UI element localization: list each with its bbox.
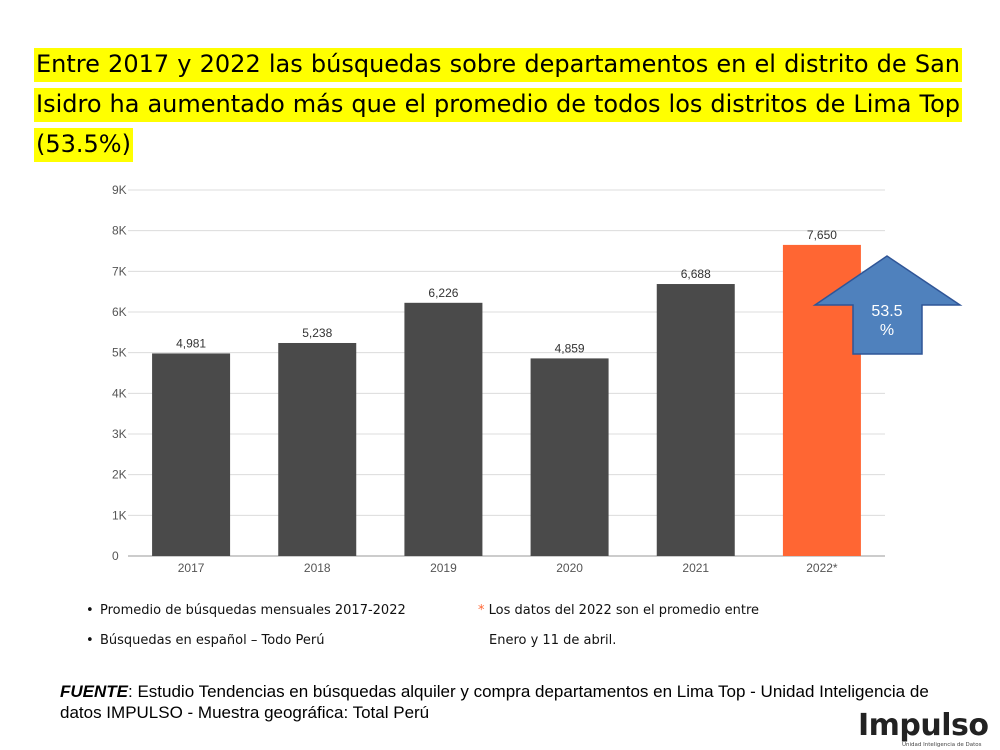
note-item-1-text: Promedio de búsquedas mensuales 2017-202… (100, 603, 406, 618)
x-tick-label: 2020 (556, 561, 583, 575)
source-label: FUENTE (60, 682, 128, 701)
y-tick-label: 3K (112, 427, 127, 441)
x-tick-label: 2021 (682, 561, 709, 575)
data-label: 4,981 (176, 336, 206, 350)
data-label: 6,226 (428, 286, 458, 300)
bar (656, 284, 735, 556)
y-tick-label: 1K (112, 508, 127, 522)
data-label: 4,859 (555, 341, 585, 355)
bar (404, 302, 483, 556)
source-text: : Estudio Tendencias en búsquedas alquil… (60, 682, 929, 722)
footnote-line-2: Enero y 11 de abril. (489, 633, 616, 648)
x-tick-label: 2019 (430, 561, 457, 575)
bar-chart: 0 1K 2K 3K 4K 5K 6K 7K 8K 9K 4,981 2017 5,238 2018 6,2… (112, 183, 963, 575)
bar (278, 342, 357, 556)
y-tick-label: 8K (112, 224, 127, 238)
logo-tagline: Unidad Inteligencia de Datos (902, 742, 982, 748)
annotation-text-line-2: % (880, 322, 894, 339)
data-label: 5,238 (302, 326, 332, 340)
annotation-text-line-1: 53.5 (871, 303, 902, 320)
y-tick-label: 5K (112, 346, 127, 360)
data-label: 6,688 (681, 267, 711, 281)
headline: Entre 2017 y 2022 las búsquedas sobre de… (34, 44, 962, 164)
annotation-up-arrow (812, 255, 963, 355)
y-tick-label: 7K (112, 264, 127, 278)
bar (152, 353, 231, 556)
source-citation: FUENTE: Estudio Tendencias en búsquedas … (60, 681, 940, 723)
note-item-2-text: Búsquedas en español – Todo Perú (100, 633, 325, 648)
x-tick-label: 2017 (178, 561, 205, 575)
footnote-asterisk: * (478, 603, 485, 618)
impulso-logo: Impulso Unidad Inteligencia de Datos (858, 708, 990, 750)
footnote-line-1-text: Los datos del 2022 son el promedio entre (488, 603, 760, 618)
bar (530, 358, 609, 556)
data-label: 7,650 (807, 228, 837, 242)
note-item-2: • Búsquedas en español – Todo Perú (86, 633, 325, 648)
x-tick-label: 2022* (806, 561, 838, 575)
y-tick-label: 4K (112, 386, 127, 400)
x-tick-label: 2018 (304, 561, 331, 575)
note-item-1: • Promedio de búsquedas mensuales 2017-20… (86, 603, 406, 618)
footnote-line-1: * Los datos del 2022 son el promedio ent… (478, 603, 759, 618)
y-tick-label: 6K (112, 305, 127, 319)
y-tick-label: 9K (112, 183, 127, 197)
y-tick-label: 0 (112, 549, 119, 563)
logo-brand: Impulso (858, 708, 989, 743)
footnote-line-2-text: Enero y 11 de abril. (489, 633, 617, 648)
y-tick-label: 2K (112, 468, 127, 482)
